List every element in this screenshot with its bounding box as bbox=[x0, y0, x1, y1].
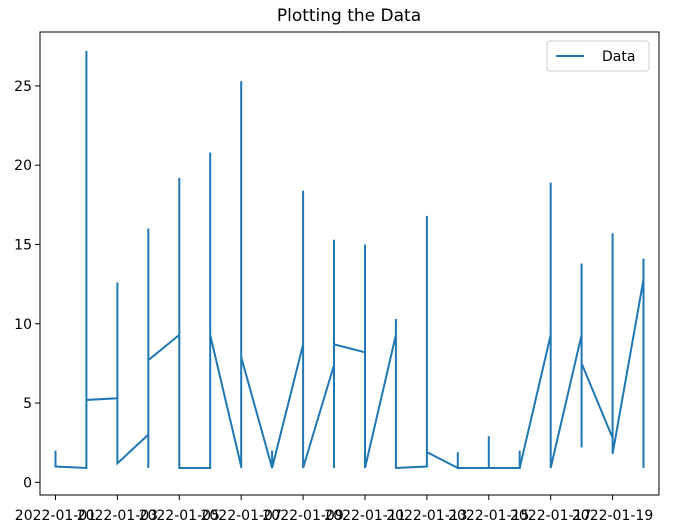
y-tick-label: 20 bbox=[14, 158, 32, 174]
x-tick-label: 2022-01-03 bbox=[77, 508, 158, 524]
x-tick-label: 2022-01-17 bbox=[510, 508, 591, 524]
plot-area bbox=[54, 51, 645, 470]
y-tick-label: 5 bbox=[23, 396, 32, 412]
x-tick-label: 2022-01-19 bbox=[572, 508, 653, 524]
series-line-data bbox=[54, 51, 645, 470]
legend-label-data: Data bbox=[602, 49, 635, 65]
y-tick-label: 15 bbox=[14, 237, 32, 253]
y-axis: 0 5 10 15 20 25 bbox=[14, 79, 40, 491]
x-axis: 2022-01-012022-01-032022-01-052022-01-07… bbox=[15, 495, 653, 524]
legend: Data bbox=[546, 40, 650, 72]
x-tick-label: 2022-01-15 bbox=[448, 508, 529, 524]
y-tick-label: 0 bbox=[23, 475, 32, 491]
plot-frame bbox=[39, 31, 660, 496]
y-tick-label: 25 bbox=[14, 79, 32, 95]
x-tick-label: 2022-01-13 bbox=[386, 508, 467, 524]
x-tick-label: 2022-01-01 bbox=[15, 508, 96, 524]
x-tick-label: 2022-01-05 bbox=[139, 508, 220, 524]
chart-title: Plotting the Data bbox=[277, 6, 421, 26]
x-tick-label: 2022-01-09 bbox=[262, 508, 343, 524]
y-tick-label: 10 bbox=[14, 317, 32, 333]
x-tick-label: 2022-01-11 bbox=[324, 508, 405, 524]
legend-box bbox=[546, 40, 650, 72]
x-tick-label: 2022-01-07 bbox=[200, 508, 281, 524]
